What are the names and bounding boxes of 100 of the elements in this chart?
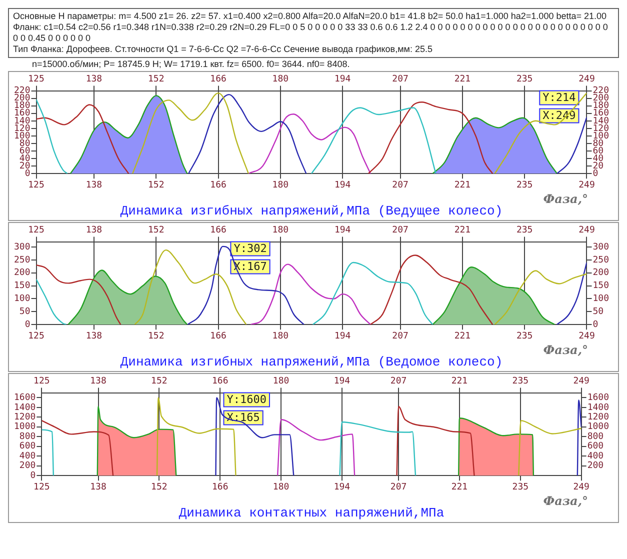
annotation: X:165 (226, 411, 260, 424)
x2-tick-label: 235 (512, 482, 529, 492)
x2-tick-label: 125 (34, 482, 50, 492)
x-tick-label: 221 (454, 226, 471, 236)
x-tick-label: 138 (90, 376, 106, 387)
x2-tick-label: 249 (578, 180, 595, 190)
x2-tick-label: 138 (86, 180, 102, 190)
y2-tick-label: 50 (592, 307, 604, 318)
x-tick-label: 207 (392, 74, 408, 85)
text: Динамика контактных напряжений,МПа (178, 506, 444, 521)
x2-tick-label: 207 (392, 331, 408, 342)
x-tick-label: 166 (212, 376, 228, 387)
x2-tick-label: 207 (390, 482, 407, 492)
x2-tick-label: 180 (272, 482, 290, 492)
y-tick-label: 0 (24, 320, 30, 330)
x-tick-label: 180 (272, 226, 289, 236)
x-axis-title: Фаза,° (543, 494, 588, 508)
y-tick-label: 0 (24, 168, 30, 179)
x2-tick-label: 166 (212, 482, 228, 492)
x-tick-label: 152 (151, 376, 168, 387)
x-tick-label: 207 (390, 376, 407, 387)
x-tick-label: 235 (512, 376, 529, 387)
y2-tick-label: 600 (587, 442, 604, 452)
y2-tick-label: 200 (592, 268, 610, 278)
text: Динамика изгибных напряжений,МПа (Ведомое колесо) (120, 354, 503, 370)
annotation: X:249 (542, 109, 576, 122)
y2-tick-label: 1200 (587, 412, 610, 422)
y-tick-label: 1400 (14, 402, 36, 413)
x-tick-label: 138 (86, 226, 102, 236)
y2-tick-label: 800 (587, 432, 604, 442)
y-tick-label: 200 (19, 461, 36, 472)
x-axis-title: Фаза,° (543, 192, 588, 206)
annotation: Y:1600 (226, 393, 267, 406)
y2-tick-label: 1000 (587, 422, 610, 432)
y-tick-label: 50 (19, 307, 30, 318)
x2-tick-label: 152 (151, 482, 168, 492)
x-tick-label: 235 (516, 74, 533, 85)
x2-tick-label: 125 (28, 180, 44, 190)
y-tick-label: 1200 (14, 412, 36, 422)
y2-tick-label: 1400 (587, 402, 610, 413)
x2-tick-label: 138 (90, 482, 106, 492)
y-tick-label: 1600 (14, 393, 36, 404)
x-tick-label: 235 (516, 226, 533, 236)
x-tick-label: 221 (451, 376, 468, 387)
x2-tick-label: 152 (148, 180, 164, 190)
text: Тип Фланка: Дорофеев. Ст.точности Q1 = 7-6-6-Сс Q2 =7-6-6-Сс Сечение вывода графиков,мм: 25.5 (13, 44, 434, 55)
y-tick-label: 1000 (14, 422, 36, 432)
y-tick-label: 100 (14, 294, 30, 304)
y2-tick-label: 1600 (587, 393, 610, 404)
text: Фланк: c1=0.54 c2=0.56 r1=0.348 r1N=0.338 r2=0.29 r2N=0.29 FL=0 0 5 0 0 0 0 0 33 33 0.6 0.6 1.2 2.4 0 0 0 0 0 0 0 0 0 0 0 0 0 0 0 0 0 0 0 0 0 0 0 0 0 0 0.45 0 0 0 0 0 0 (13, 22, 609, 44)
x-tick-label: 221 (454, 74, 471, 85)
line-series (276, 418, 356, 476)
y2-tick-label: 0 (592, 168, 598, 179)
x2-tick-label: 180 (272, 180, 289, 190)
x2-tick-label: 207 (392, 180, 408, 190)
annotation: Y:302 (234, 242, 267, 256)
x-tick-label: 249 (573, 376, 590, 387)
y-tick-label: 300 (14, 242, 30, 252)
y2-tick-label: 400 (587, 451, 604, 462)
x2-tick-label: 125 (28, 331, 44, 342)
y-tick-label: 800 (19, 432, 36, 442)
y-tick-label: 600 (19, 442, 36, 452)
x-tick-label: 138 (86, 74, 102, 85)
x2-tick-label: 235 (516, 180, 533, 190)
y-tick-label: 200 (14, 268, 30, 278)
x-tick-label: 180 (272, 74, 289, 85)
x-tick-label: 152 (148, 74, 164, 85)
x-tick-label: 125 (28, 74, 44, 85)
x-tick-label: 194 (334, 376, 350, 387)
x-tick-label: 152 (148, 226, 164, 236)
x-tick-label: 194 (334, 74, 351, 85)
annotation: Y:214 (542, 91, 576, 104)
y-tick-label: 250 (14, 255, 30, 266)
y2-tick-label: 150 (592, 281, 610, 292)
y-tick-label: 0 (30, 470, 36, 481)
x2-tick-label: 249 (578, 331, 595, 342)
x-axis-title: Фаза,° (543, 343, 588, 358)
text: n=15000.об/мин; P= 18745.9 H; W= 1719.1 квт. fz= 6500. f0= 3644. nf0= 8408. (31, 58, 351, 70)
x2-tick-label: 249 (573, 482, 590, 492)
x-tick-label: 207 (392, 226, 408, 236)
x2-tick-label: 152 (148, 331, 164, 342)
x-tick-label: 180 (272, 376, 290, 387)
x2-tick-label: 221 (454, 180, 471, 190)
y2-tick-label: 300 (592, 242, 610, 252)
text: Динамика изгибных напряжений,МПа (Ведущее колесо) (120, 204, 503, 219)
x-tick-label: 194 (334, 226, 351, 236)
x2-tick-label: 221 (454, 331, 471, 342)
x-tick-label: 166 (210, 226, 226, 236)
x2-tick-label: 166 (210, 180, 226, 190)
x2-tick-label: 194 (334, 180, 351, 190)
y-tick-label: 400 (19, 451, 36, 462)
text: Основные Н параметры: m= 4.500 z1= 26. z2= 57. x1=0.400 x2=0.800 Alfa=20.0 AlfaN=20.0 b1= 41.8 b2= 50.0 ha1=1.000 ha2=1.000 betta= 21.00 (13, 11, 608, 22)
x2-tick-label: 194 (334, 482, 350, 492)
x2-tick-label: 235 (516, 331, 533, 342)
x-tick-label: 249 (578, 74, 595, 85)
x-tick-label: 166 (210, 74, 226, 85)
line-series (248, 114, 372, 174)
x2-tick-label: 166 (210, 331, 226, 342)
x2-tick-label: 221 (451, 482, 468, 492)
y2-tick-label: 0 (592, 320, 598, 330)
